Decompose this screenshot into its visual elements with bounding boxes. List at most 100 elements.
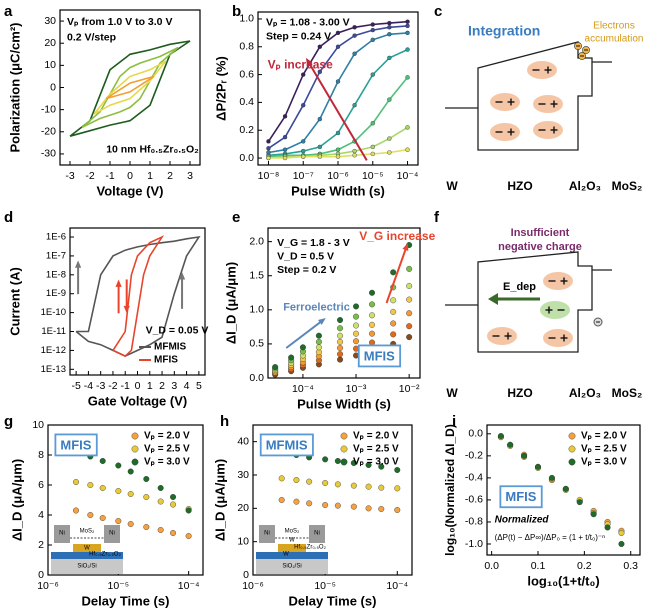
data-point [157, 527, 164, 534]
data-point [405, 23, 410, 29]
data-point [317, 144, 323, 150]
data-point [405, 19, 410, 24]
y-tick-label: -10 [41, 103, 56, 115]
layer-label: MoS₂ [612, 179, 643, 193]
y-axis-label: Current (A) [7, 267, 22, 336]
x-tick-label: -1 [121, 380, 130, 392]
data-point [369, 312, 376, 319]
panel-label: g [4, 413, 13, 430]
data-point [352, 51, 357, 56]
data-point [72, 479, 79, 486]
data-point [507, 441, 514, 448]
y-tick-label: 10 [32, 419, 44, 431]
legend-swatch [568, 432, 576, 440]
y-tick-label: 6 [38, 479, 44, 491]
y-tick-label: 8 [38, 449, 44, 461]
y-tick-label: 4 [38, 509, 44, 521]
x-axis-label: Delay Time (s) [289, 593, 377, 608]
y-tick-label: 2 [38, 539, 44, 551]
data-point [350, 482, 357, 489]
data-point [334, 502, 341, 509]
inset-label: Ni [109, 531, 115, 537]
x-tick-label: 0.0 [484, 560, 499, 572]
data-point [387, 136, 392, 141]
data-point [406, 265, 413, 272]
data-point [99, 458, 106, 465]
layer-label: HZO [507, 386, 532, 400]
y-tick-label: 1E-6 [46, 232, 66, 243]
x-tick-label: 10⁻⁵ [108, 580, 130, 592]
inset-contact [259, 525, 275, 543]
band-outline [445, 41, 612, 151]
x-tick-label: 10⁻⁴ [397, 170, 419, 182]
y-tick-label: -1.0 [465, 538, 483, 550]
y-tick-label: 40 [237, 435, 249, 447]
annotation-box [357, 344, 402, 368]
charge-pair [487, 327, 517, 345]
data-point [127, 491, 134, 498]
diagram-f: f Insufficient negative charge E_dep W H… [434, 209, 642, 400]
data-point [350, 460, 357, 467]
data-point [378, 463, 385, 470]
diagram-c: c Integration Electrons accumulation W H… [434, 3, 643, 193]
data-point [317, 116, 323, 122]
data-point [387, 97, 392, 102]
charge-pair [543, 272, 573, 290]
data-point [394, 507, 401, 514]
data-point [322, 456, 329, 463]
data-point [353, 313, 360, 320]
inset-contact [54, 525, 70, 543]
arrowhead [402, 243, 409, 251]
data-point [387, 55, 392, 61]
y-tick-label: 1E-10 [41, 307, 66, 318]
layer-label: W [446, 386, 458, 400]
x-tick-label: 10⁻² [399, 383, 420, 395]
data-point [590, 511, 597, 518]
data-point [127, 521, 134, 528]
data-point [369, 339, 376, 346]
y-tick-label: 0.4 [239, 96, 254, 108]
annotation: MFIS [505, 489, 536, 504]
annotation: V_D = 0.5 V [277, 250, 334, 262]
annotation: MFIS [364, 348, 395, 363]
data-point [315, 344, 322, 351]
y-tick-label: 0 [243, 569, 249, 581]
layer-label: Al₂O₃ [569, 386, 601, 400]
legend-label: Vₚ = 2.0 V [144, 431, 190, 442]
inset-layer [51, 552, 123, 559]
data-point [170, 530, 177, 537]
x-tick-label: 1 [147, 380, 153, 392]
legend-swatch [568, 458, 576, 466]
charge-pair [490, 123, 520, 141]
data-point [370, 27, 375, 33]
plot-frame [69, 227, 206, 376]
y-tick-label: 1.0 [239, 13, 254, 25]
inset-label: MoS₂ [80, 529, 95, 535]
inset-contact [309, 525, 325, 543]
data-point [99, 515, 106, 522]
annotation: (ΔP(t) − ΔP∞)/ΔP₀ = (1 + t/t₀)⁻ⁿ [495, 533, 606, 542]
band-outline [445, 251, 612, 353]
data-point [282, 114, 288, 119]
charge-pair [533, 121, 563, 139]
y-tick-label: 2.0 [249, 235, 264, 247]
series-line [268, 76, 409, 158]
data-point [406, 282, 413, 289]
y-tick-label: -0.6 [465, 494, 483, 506]
inset-label: Hf₀.₅Zr₀.₅O₂ [294, 545, 326, 551]
y-axis-label: Polarization (μC/cm²) [7, 22, 22, 152]
x-tick-label: 10⁻⁴ [386, 580, 408, 592]
data-point [143, 494, 150, 501]
layer-label: HZO [507, 179, 532, 193]
data-point [365, 483, 372, 490]
x-tick-label: 10⁻⁶ [327, 170, 349, 182]
x-tick-label: 10⁻⁵ [314, 580, 336, 592]
y-tick-label: -0.2 [465, 450, 483, 462]
arrow [385, 247, 408, 304]
data-point [334, 458, 341, 465]
data-point [405, 147, 410, 152]
x-tick-label: 10⁻⁴ [292, 383, 314, 395]
field-label: E_dep [503, 281, 536, 293]
